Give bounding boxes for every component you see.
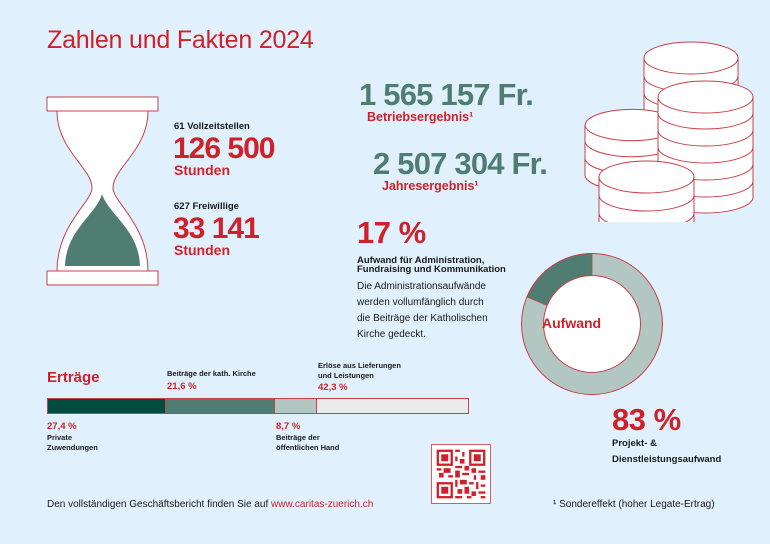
admin-heading-line1: Aufwand für Administration, [357,255,485,266]
staff-hours-unit: Stunden [174,162,230,178]
qr-code[interactable] [431,444,491,504]
project-label-line2: Dienstleistungsaufwand [612,454,722,465]
income-seg1-label-line2: Zuwendungen [47,443,98,452]
admin-text-line1: Die Administrationsaufwände [357,281,486,292]
income-seg4-label-line1: Erlöse aus Lieferungen [318,361,401,370]
income-seg1-label-line1: Private [47,433,73,442]
admin-text-line2: werden vollumfänglich durch [357,297,484,308]
income-bar-public [275,399,317,413]
coins-icon [584,41,754,230]
volunteers-caption: 627 Freiwillige [174,201,239,212]
income-bar-church [166,399,275,413]
website-link[interactable]: www.caritas-zuerich.ch [271,499,374,510]
operating-result-label: Betriebsergebnis¹ [367,110,474,124]
project-label-line1: Projekt- & [612,438,657,449]
project-percent: 83 % [612,402,681,437]
income-seg2-label: Beiträge der kath. Kirche [167,369,256,378]
operating-result-value: 1 565 157 Fr. [359,77,534,112]
income-seg3-label-line2: öffentlichen Hand [276,443,340,452]
income-seg1-pct: 27,4 % [47,421,77,432]
income-title: Erträge [47,369,100,386]
qr-code-icon [436,449,486,499]
admin-heading-line2: Fundraising und Kommunikation [357,264,506,275]
page-title: Zahlen und Fakten 2024 [47,26,314,54]
aufwand-donut-chart [521,253,663,395]
admin-text-line3: die Beiträge der Katholischen [357,313,488,324]
footer-text: Den vollständigen Geschäftsbericht finde… [47,499,373,510]
footnote: ¹ Sondereffekt (hoher Legate-Ertrag) [553,499,715,510]
admin-percent: 17 % [357,215,426,250]
income-stacked-bar [47,398,469,414]
footer-report-text: Den vollständigen Geschäftsbericht finde… [47,499,272,510]
income-seg2-pct: 21,6 % [167,381,197,392]
income-bar-services [317,399,468,413]
admin-text-line4: Kirche gedeckt. [357,329,426,340]
income-seg3-label-line1: Beiträge der [276,433,320,442]
income-seg4-label-line2: und Leistungen [318,371,374,380]
hourglass-icon [46,96,159,286]
volunteers-hours: 33 141 [173,212,260,245]
income-seg3-pct: 8,7 % [276,421,301,432]
volunteers-hours-unit: Stunden [174,242,230,258]
donut-center-label: Aufwand [542,315,602,331]
annual-result-label: Jahresergebnis¹ [382,179,479,193]
staff-caption: 61 Vollzeitstellen [174,121,250,132]
income-bar-private [48,399,166,413]
annual-result-value: 2 507 304 Fr. [373,146,548,181]
staff-hours: 126 500 [173,132,275,165]
income-seg4-pct: 42,3 % [318,382,348,393]
